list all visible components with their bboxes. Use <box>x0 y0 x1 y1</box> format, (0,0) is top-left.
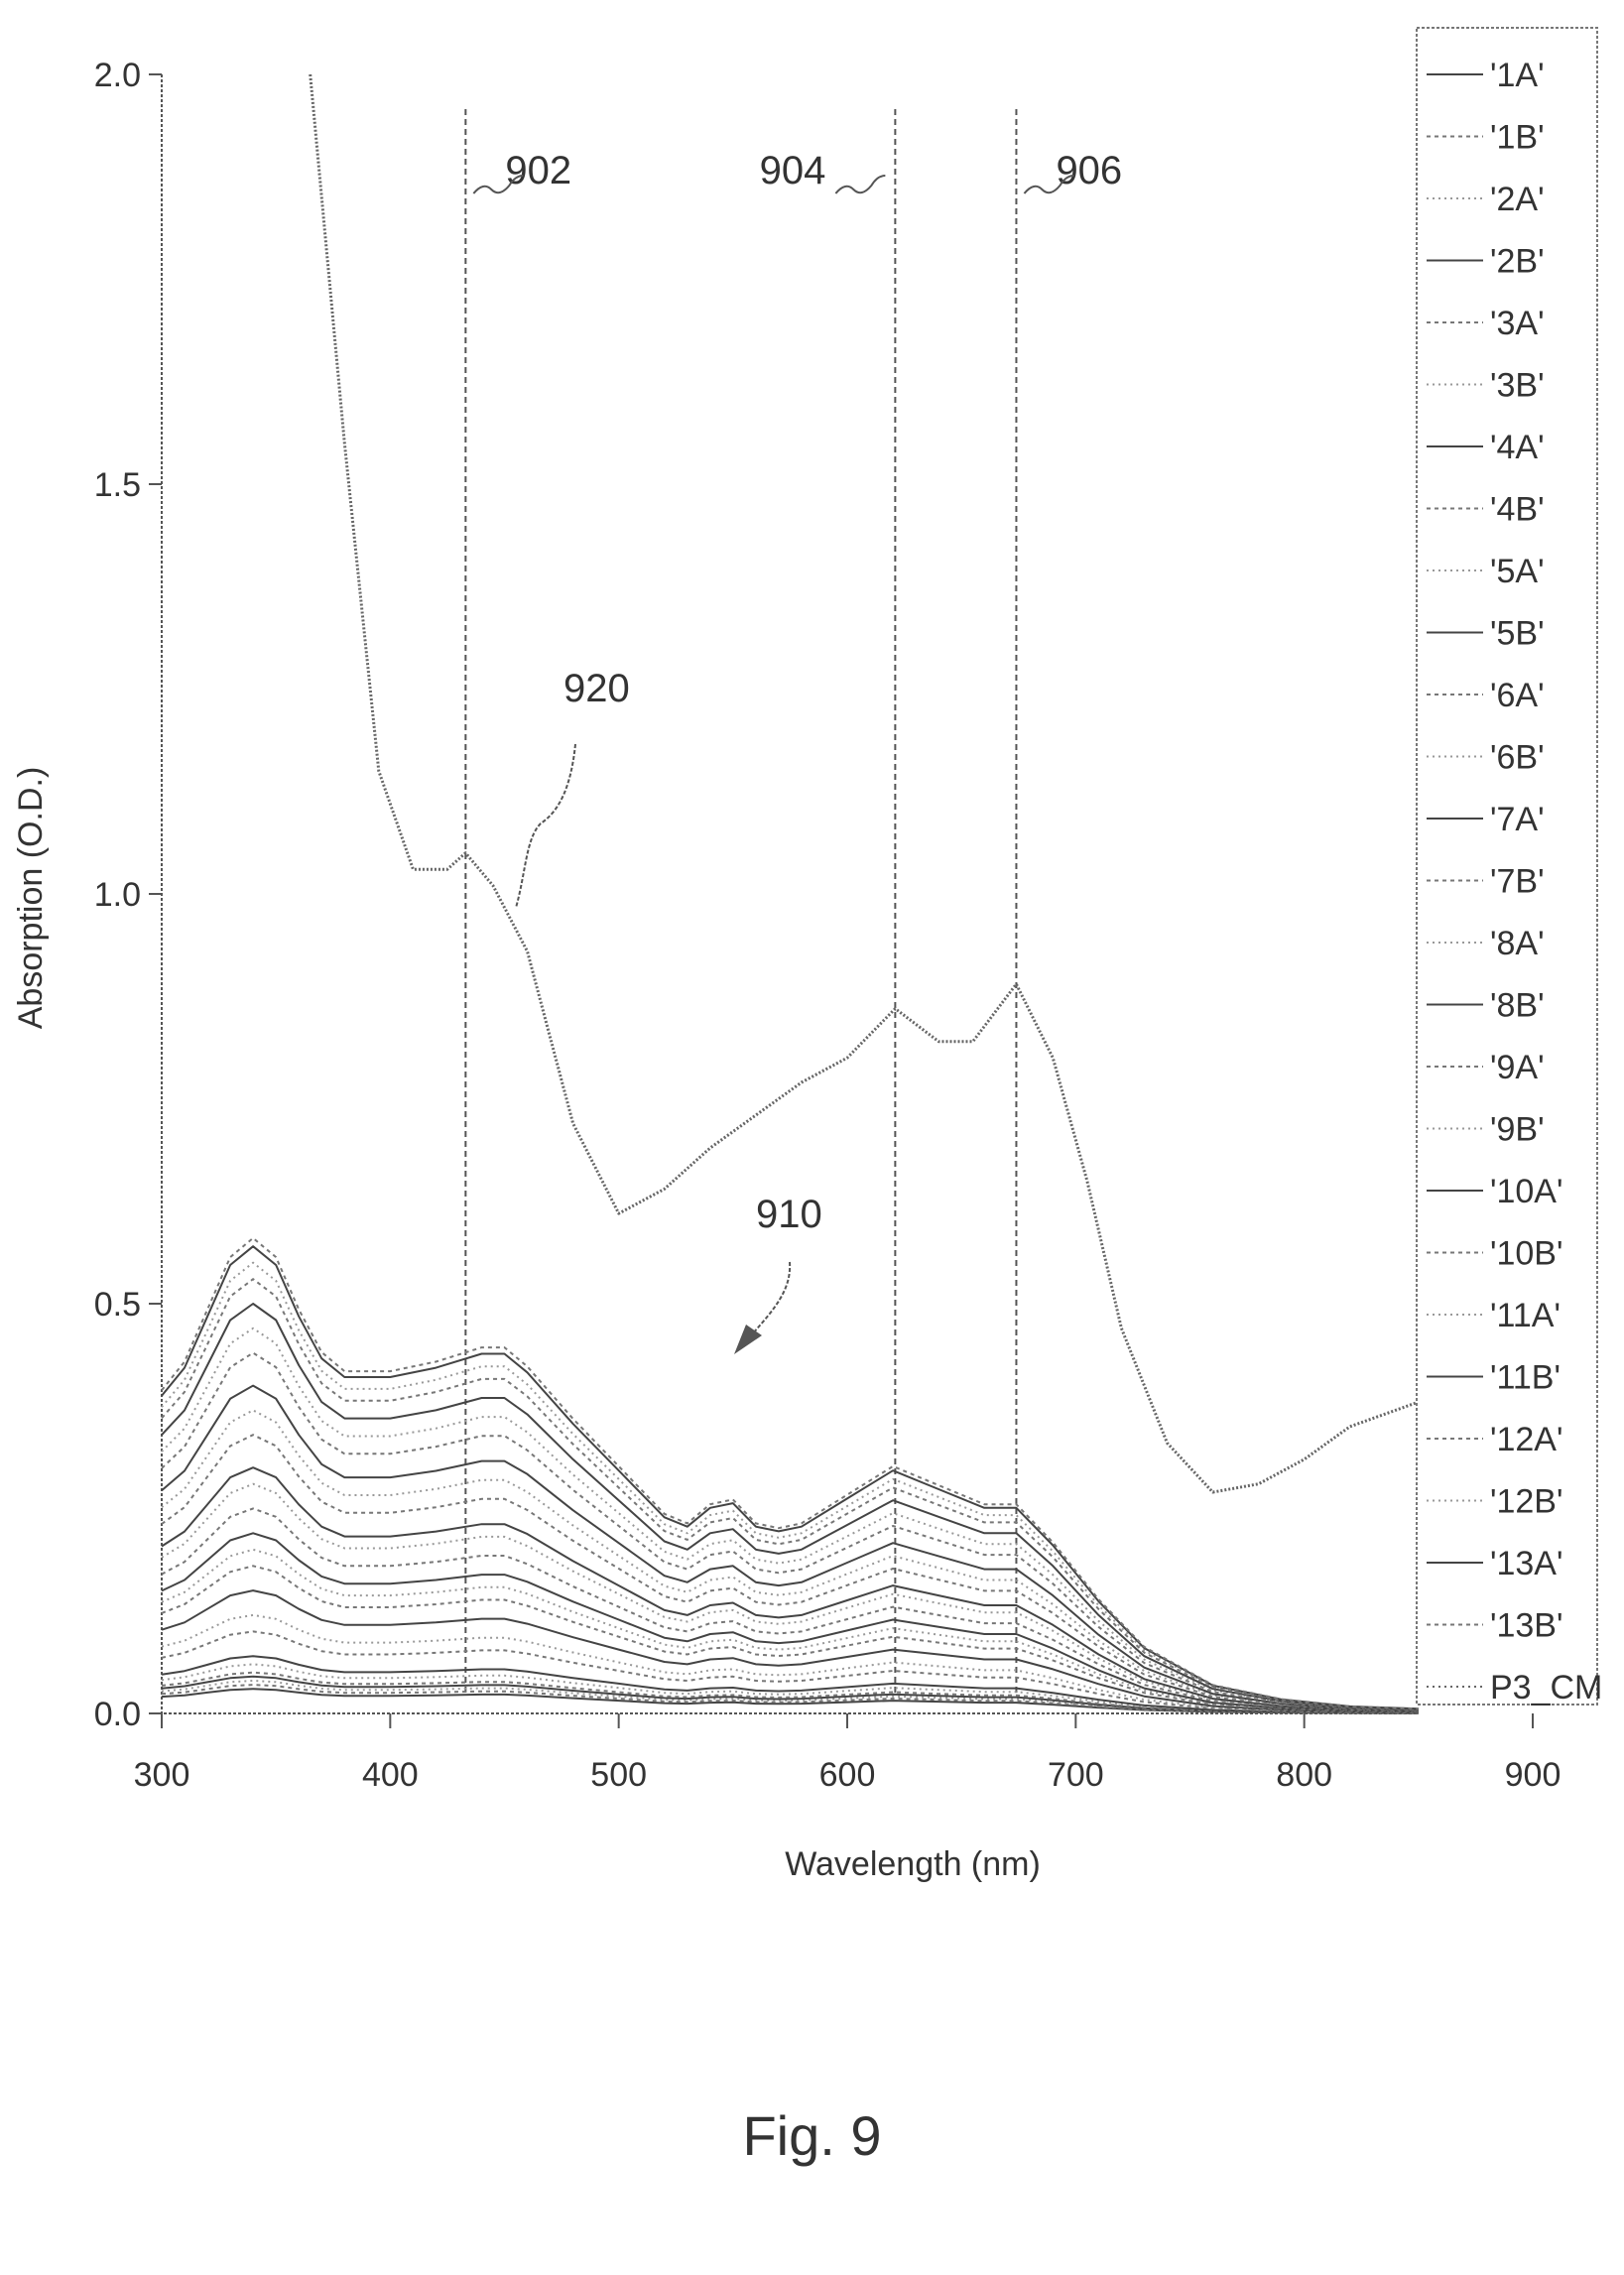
reference-leader-904 <box>834 175 886 194</box>
legend-label: '4B' <box>1490 491 1545 529</box>
series-line <box>161 1245 1419 1710</box>
series-line <box>309 73 1420 1494</box>
legend-label: '9A' <box>1490 1049 1545 1086</box>
legend-label: '8B' <box>1490 987 1545 1025</box>
annotation-910-leader <box>751 1261 792 1335</box>
reference-leader-906 <box>1023 175 1074 194</box>
reference-label-904: 904 <box>760 149 826 192</box>
series-line <box>161 1688 1419 1714</box>
legend-label: '4A' <box>1490 429 1545 466</box>
legend-label: '8A' <box>1490 925 1545 962</box>
legend-label: '1A' <box>1490 57 1545 94</box>
y-tick-label: 0.5 <box>94 1286 141 1324</box>
annotation-910-label: 910 <box>756 1193 822 1236</box>
y-ticks: 0.0 0.5 1.0 1.5 2.0 <box>94 57 162 1733</box>
series-line <box>161 1671 1419 1714</box>
legend-label: '3A' <box>1490 305 1545 342</box>
series-line <box>161 1507 1419 1712</box>
legend-label: '12A' <box>1490 1421 1562 1458</box>
legend-box <box>1416 27 1598 1706</box>
reference-leader-902 <box>472 175 524 194</box>
series-line <box>161 1655 1419 1714</box>
series-line <box>161 1303 1419 1710</box>
series-line <box>161 1675 1419 1714</box>
annotation-920-label: 920 <box>563 667 630 710</box>
y-tick-label: 1.5 <box>94 466 141 504</box>
legend-label: '6B' <box>1490 739 1545 777</box>
reference-lines: 902 904 906 <box>464 109 1122 1697</box>
legend-label: '2B' <box>1490 243 1545 281</box>
x-tick-label: 700 <box>1048 1756 1104 1794</box>
legend-label: '13B' <box>1490 1607 1562 1645</box>
y-tick-label: 1.0 <box>94 876 141 914</box>
legend-label: '7A' <box>1490 801 1545 838</box>
legend-label: '10B' <box>1490 1235 1562 1273</box>
legend-label: '5B' <box>1490 615 1545 653</box>
legend-label: '12B' <box>1490 1483 1562 1521</box>
series-line <box>161 1684 1419 1714</box>
legend-label: '10A' <box>1490 1173 1562 1210</box>
x-ticks: 300 400 500 600 700 800 900 <box>134 1713 1562 1794</box>
series-line <box>161 1384 1419 1711</box>
series-line <box>161 1351 1419 1711</box>
figure-caption: Fig. 9 <box>742 2104 882 2167</box>
reference-label-906: 906 <box>1056 149 1122 192</box>
x-tick-label: 500 <box>590 1756 647 1794</box>
series-line <box>161 1565 1419 1713</box>
x-tick-label: 400 <box>362 1756 419 1794</box>
series-line <box>161 1532 1419 1713</box>
legend-label: '3B' <box>1490 367 1545 405</box>
y-tick-label: 0.0 <box>94 1696 141 1733</box>
annotation-920: 920 <box>515 667 630 909</box>
series-line <box>161 1630 1419 1714</box>
series-line <box>161 1663 1419 1714</box>
x-tick-label: 800 <box>1276 1756 1332 1794</box>
legend-label: '9B' <box>1490 1111 1545 1149</box>
series-line <box>161 1466 1419 1712</box>
series-line <box>161 1261 1419 1710</box>
series-line <box>161 1548 1419 1713</box>
series-line <box>161 1589 1419 1713</box>
y-axis-label: Absorption (O.D.) <box>12 767 50 1030</box>
series-lines <box>161 73 1420 1714</box>
series-line <box>161 1236 1419 1710</box>
legend-label: '11A' <box>1490 1297 1561 1334</box>
legend-label: '7B' <box>1490 863 1545 901</box>
x-tick-label: 300 <box>134 1756 190 1794</box>
series-line <box>161 1278 1419 1710</box>
series-line <box>161 1613 1419 1713</box>
x-tick-label: 600 <box>819 1756 876 1794</box>
legend-label: '11B' <box>1490 1359 1561 1397</box>
annotation-910-arrowhead <box>734 1325 762 1354</box>
legend-label: '13A' <box>1490 1545 1562 1582</box>
series-line <box>161 1482 1419 1712</box>
y-tick-label: 2.0 <box>94 57 141 94</box>
legend-label: '5A' <box>1490 553 1545 590</box>
series-line <box>161 1327 1419 1711</box>
legend-label: P3_CM <box>1490 1669 1602 1706</box>
reference-label-902: 902 <box>505 149 571 192</box>
legend-label: '2A' <box>1490 181 1545 218</box>
x-tick-label: 900 <box>1505 1756 1562 1794</box>
annotation-910: 910 <box>734 1193 822 1354</box>
legend: '1A' '1B' '2A' '2B' '3A' '3B' '4A' '4B' '5A' '5B'… <box>1427 57 1602 1706</box>
legend-label: '1B' <box>1490 119 1545 157</box>
legend-label: '6A' <box>1490 677 1545 714</box>
annotation-920-leader <box>515 743 576 909</box>
x-axis-label: Wavelength (nm) <box>785 1845 1041 1883</box>
